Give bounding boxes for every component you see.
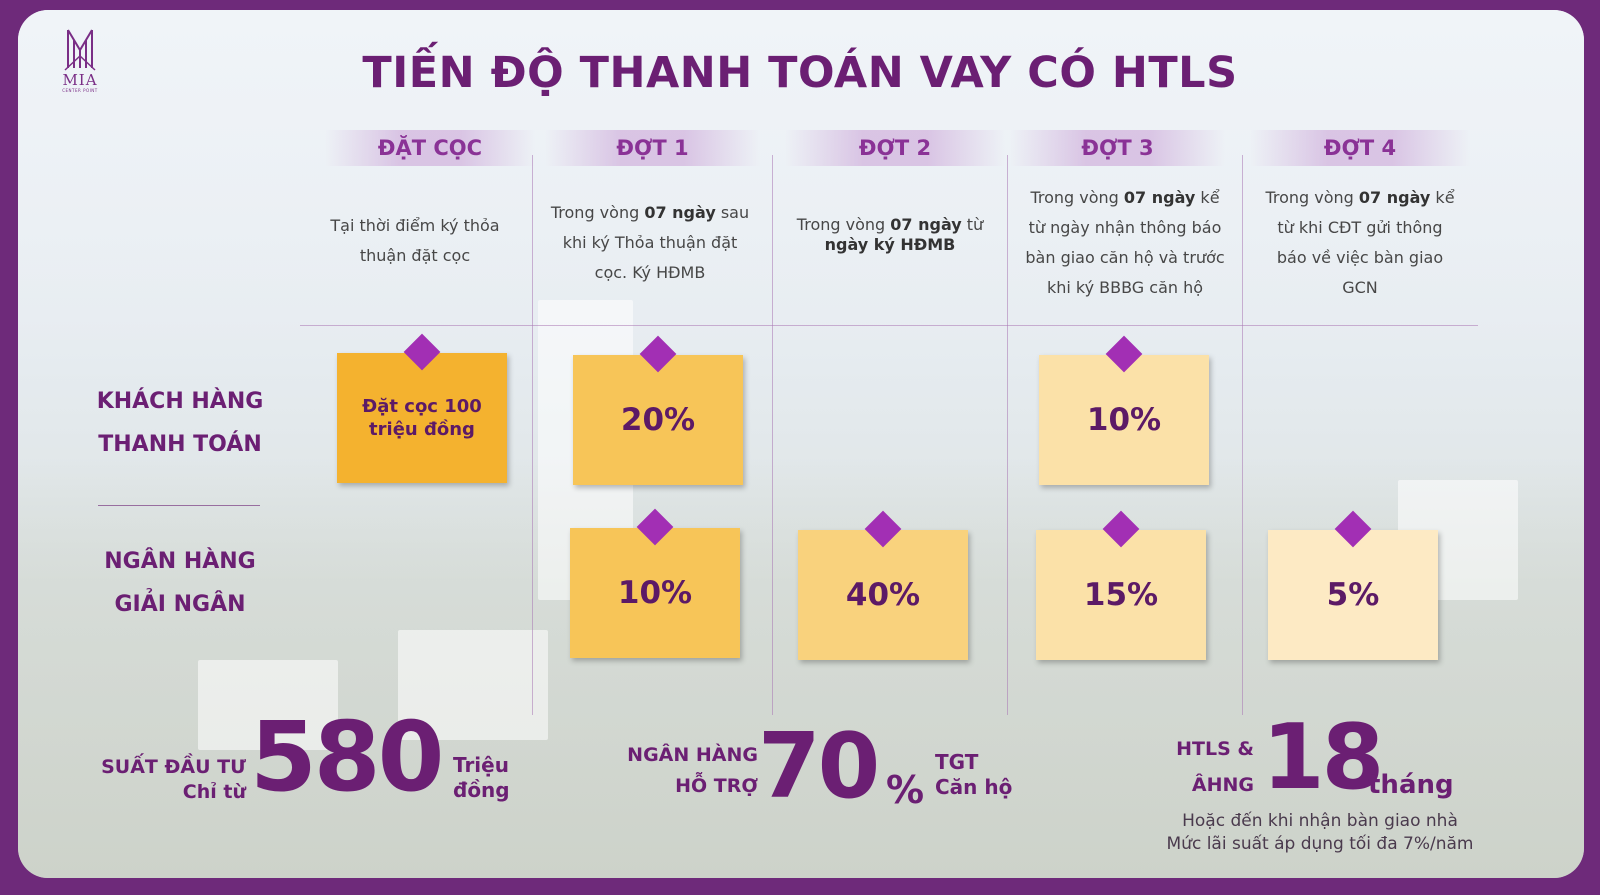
column-divider <box>1242 155 1243 715</box>
stat-interest-label: HTLS & ÂHNG <box>1176 738 1254 796</box>
row-divider <box>98 505 260 506</box>
header-divider <box>300 325 1478 326</box>
page-title: TIẾN ĐỘ THANH TOÁN VAY CÓ HTLS <box>362 48 1238 98</box>
phase-header-dot3: ĐỢT 3 <box>1010 130 1225 166</box>
phase-header-dot4: ĐỢT 4 <box>1250 130 1470 166</box>
note-bank-dot1: 10% <box>570 508 740 658</box>
stat-investment-value: 580 <box>250 701 444 813</box>
sky-backdrop <box>18 10 1584 340</box>
note-deposit: Đặt cọc 100 triệu đồng <box>337 333 507 483</box>
note-customer-dot1: 20% <box>573 335 743 485</box>
phase-header-dot2: ĐỢT 2 <box>785 130 1005 166</box>
column-divider <box>532 155 533 715</box>
logo-mark-icon <box>64 29 96 71</box>
note-value: 15% <box>1083 577 1159 613</box>
stat-interest-note: Hoặc đến khi nhận bàn giao nhà Mức lãi s… <box>1166 811 1474 854</box>
note-bank-dot4: 5% <box>1268 510 1438 660</box>
phase-desc-deposit: Tại thời điểm ký thỏa thuận đặt cọc <box>330 216 500 265</box>
phase-header-deposit: ĐẶT CỌC <box>325 130 535 166</box>
note-value: Đặt cọc 100 triệu đồng <box>362 396 482 440</box>
phase-desc-dot3: Trong vòng 07 ngày kể từ ngày nhận thông… <box>1025 188 1225 297</box>
stat-bank-value: 70 <box>758 714 880 819</box>
background-building <box>398 630 548 740</box>
logo-text: MIA <box>62 71 98 89</box>
phase-desc-dot2: Trong vòng 07 ngày từ ngày ký HĐMB <box>796 215 984 254</box>
mia-logo: MIA CENTER POINT <box>50 28 110 104</box>
stat-interest-unit: tháng <box>1368 770 1454 800</box>
phase-header-dot1: ĐỢT 1 <box>545 130 760 166</box>
stat-bank-label: NGÂN HÀNG HỖ TRỢ <box>627 744 758 797</box>
note-value: 10% <box>1086 402 1162 438</box>
note-value: 40% <box>845 577 921 613</box>
column-divider <box>1007 155 1008 715</box>
logo-subtext: CENTER POINT <box>62 88 98 93</box>
note-value: 20% <box>620 402 696 438</box>
note-value: 10% <box>617 575 693 611</box>
phase-desc-dot4: Trong vòng 07 ngày kể từ khi CĐT gửi thô… <box>1265 188 1455 297</box>
stat-bank-unit: TGT Căn hộ <box>935 750 1013 799</box>
row-label-bank: NGÂN HÀNG GIẢI NGÂN <box>104 549 256 617</box>
note-customer-dot3: 10% <box>1039 335 1209 485</box>
stat-investment-unit: Triệu đồng <box>453 753 510 802</box>
stat-bank-percent: % <box>886 768 925 812</box>
note-bank-dot3: 15% <box>1036 510 1206 660</box>
background-building <box>198 660 338 750</box>
note-value: 5% <box>1326 577 1380 613</box>
stat-investment-label: SUẤT ĐẦU TƯ Chỉ từ <box>101 756 246 803</box>
stat-interest-value: 18 <box>1262 705 1384 810</box>
column-divider <box>772 155 773 715</box>
phase-desc-dot1: Trong vòng 07 ngày sau khi ký Thỏa thuận… <box>550 203 750 282</box>
row-label-customer: KHÁCH HÀNG THANH TOÁN <box>96 389 264 457</box>
note-bank-dot2: 40% <box>798 510 968 660</box>
